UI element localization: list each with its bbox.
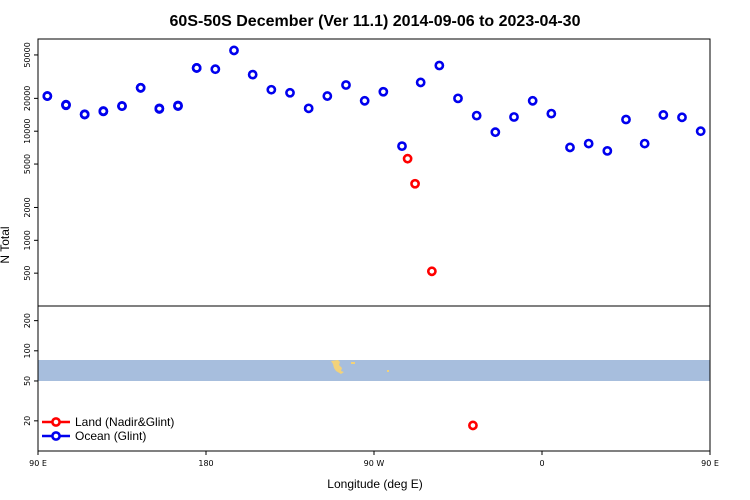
y-tick-label: 5000 (23, 154, 32, 174)
ocean-point (565, 142, 575, 153)
ocean-point (583, 138, 594, 149)
y-axis: 500 1000 2000 5000 10000 20000 50000 20 50 100 200 (23, 42, 38, 426)
legend-marker (51, 431, 61, 441)
land-point (402, 153, 413, 164)
land-point (468, 420, 478, 431)
ocean-point (490, 127, 501, 138)
ocean-point (509, 112, 519, 122)
y-tick-label: 50 (23, 376, 32, 386)
ocean-point (285, 87, 295, 98)
legend-label: Land (Nadir&Glint) (75, 415, 174, 429)
ocean-point (546, 108, 557, 119)
y-axis-label: N Total (0, 226, 12, 263)
ocean-point (247, 69, 258, 80)
y-tick-label: 1000 (23, 230, 32, 250)
ocean-point (79, 109, 90, 120)
ocean-point (117, 101, 127, 111)
ocean-point (191, 63, 202, 73)
ocean-point (173, 100, 183, 111)
ocean-point (341, 80, 351, 90)
y-tick-label: 2000 (23, 197, 32, 217)
x-tick-label: 0 (539, 459, 544, 468)
upper-panel-frame (37, 38, 711, 307)
land-point (410, 178, 420, 189)
y-tick-label: 20000 (23, 86, 32, 111)
ocean-point (639, 138, 650, 149)
ocean-point (471, 110, 482, 121)
ocean-point (266, 84, 277, 95)
ocean-point (695, 126, 706, 137)
y-tick-label: 100 (23, 343, 32, 358)
y-tick-label: 20 (23, 416, 32, 426)
data-points (42, 45, 706, 431)
x-tick-label: 90 E (701, 459, 719, 468)
lower-band (38, 360, 710, 381)
ocean-point (397, 141, 407, 152)
ocean-point (658, 110, 669, 120)
y-tick-label: 50000 (23, 42, 32, 67)
legend: Land (Nadir&Glint)Ocean (Glint) (42, 415, 174, 443)
ocean-point (415, 77, 426, 88)
x-axis: 90 E 180 90 W 0 90 E (29, 451, 719, 468)
x-axis-label: Longitude (deg E) (327, 477, 422, 491)
ocean-point (42, 91, 53, 101)
ocean-point (359, 95, 370, 106)
x-tick-label: 90 E (29, 459, 47, 468)
ocean-point (677, 112, 687, 123)
ocean-point (154, 103, 165, 114)
ocean-point (378, 86, 389, 97)
south-america-land-shape (331, 360, 389, 374)
ocean-point (602, 145, 613, 156)
ocean-point (210, 64, 221, 75)
y-tick-label: 200 (23, 313, 32, 328)
y-tick-label: 10000 (23, 118, 32, 143)
x-tick-label: 180 (198, 459, 213, 468)
ocean-point (621, 114, 631, 125)
ocean-point (527, 95, 538, 106)
ocean-point (434, 60, 445, 71)
ocean-point (135, 82, 146, 93)
land-point (426, 266, 437, 277)
legend-marker (51, 417, 61, 427)
ocean-point (453, 93, 463, 104)
ocean-point (303, 103, 314, 114)
legend-label: Ocean (Glint) (75, 429, 146, 443)
ocean-point (229, 45, 239, 56)
ocean-point (98, 106, 109, 117)
y-tick-label: 500 (23, 266, 32, 281)
chart-title: 60S-50S December (Ver 11.1) 2014-09-06 t… (170, 13, 581, 30)
x-tick-label: 90 W (364, 459, 385, 468)
ocean-point (322, 91, 333, 101)
ocean-point (61, 100, 71, 111)
